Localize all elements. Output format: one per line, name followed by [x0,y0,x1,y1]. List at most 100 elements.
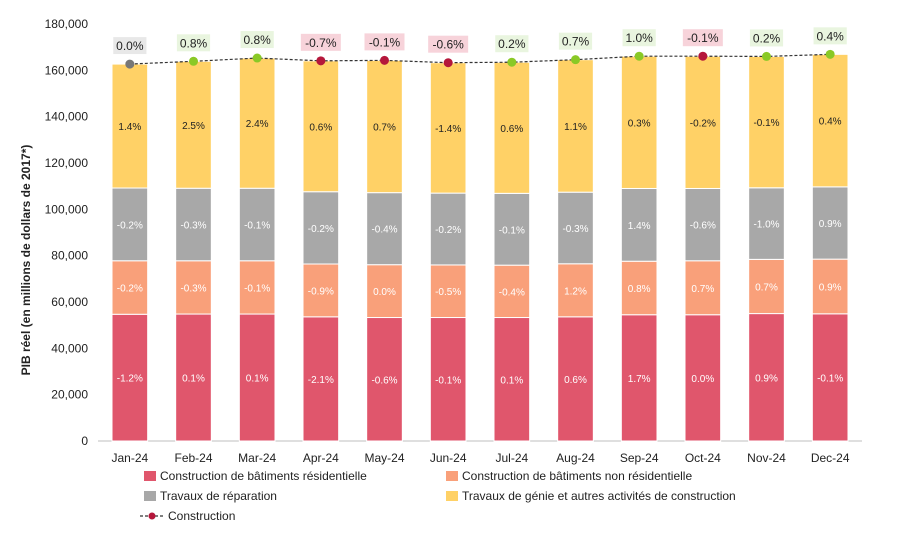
y-tick-label: 40,000 [51,341,88,355]
x-tick-label: Jun-24 [430,451,467,465]
bar-segment [684,55,722,189]
y-tick-label: 160,000 [45,63,89,77]
segment-value-label: 2.4% [246,119,269,130]
bar-segment [366,59,403,194]
segment-value-label: 0.7% [691,284,714,295]
bar-segment [748,258,785,315]
x-tick-label: Dec-24 [811,451,850,465]
bar-segment [111,260,149,315]
construction-label-bg [428,35,469,53]
segment-value-label: 0.6% [500,124,523,135]
segment-value-label: -0.6% [690,221,716,232]
bar-segment [429,264,467,319]
segment-value-label: -0.6% [371,375,397,386]
segment-value-label: 1.2% [564,286,587,297]
construction-change-label: 0.7% [562,35,590,49]
segment-value-label: 0.8% [628,284,651,295]
y-tick-label: 120,000 [45,156,89,170]
segment-value-label: 1.1% [564,122,587,133]
segment-value-label: -0.1% [753,118,779,129]
legend-line-marker [148,512,156,520]
segment-value-label: 0.6% [309,122,332,133]
segment-value-label: 2.5% [182,121,205,132]
segment-value-label: 0.9% [819,219,842,230]
y-axis: 0 20,000 40,000 60,000 80,000 100,000 120,000 1… [45,17,89,448]
construction-label-bg [558,32,593,50]
segment-value-label: -0.3% [180,221,206,232]
y-tick-label: 60,000 [51,295,88,309]
bar-segment [429,317,467,442]
construction-labels: 0.0% 0.8% 0.8% -0.7% -0.1% -0.6% 0.2% 0.7% 1.0% -… [113,27,847,55]
segment-value-label: 0.6% [564,375,587,386]
construction-label-bg [240,31,274,49]
segment-labels: -1.2% -0.2% -0.2% 1.4% 0.1% -0.3% -0.3% 2.5% 0.1… [117,117,844,387]
bar-segment [493,264,531,319]
legend-label: Construction de bâtiments non résidentie… [462,469,692,483]
bar-segment [684,187,722,262]
segment-value-label: 0.3% [628,118,651,129]
x-tick-label: Jul-24 [495,451,528,465]
construction-change-label: -0.7% [305,36,337,50]
x-tick-label: May-24 [364,451,404,465]
construction-point [125,59,135,69]
x-tick-label: Sep-24 [620,451,659,465]
x-axis-ticks: Jan-24 Feb-24 Mar-24 Apr-24 May-24 Jun-24 Jul-… [111,451,849,465]
bar-segment [493,192,531,266]
bar-segment [429,192,467,266]
segment-value-label: -0.2% [690,118,716,129]
bar-segment [366,192,403,266]
construction-label-bg [176,34,211,52]
legend-label: Travaux de réparation [160,489,277,503]
construction-point [507,57,517,67]
segment-value-label: -1.4% [435,124,461,135]
bar-segment [748,313,785,442]
bar-segment [748,187,785,260]
construction-change-label: 0.2% [498,37,526,51]
segment-value-label: 0.7% [755,282,778,293]
segment-value-label: -0.2% [117,284,143,295]
y-tick-label: 180,000 [45,17,89,31]
construction-label-bg [300,33,341,51]
y-tick-label: 140,000 [45,110,89,124]
bar-segment [302,263,340,318]
bar-segment [238,260,276,315]
construction-point [380,55,389,65]
bar-segment [238,57,276,189]
segment-value-label: -0.4% [371,225,397,236]
construction-point [189,56,198,66]
bar-segment [366,317,403,442]
bar-segment [557,316,594,442]
x-tick-label: Nov-24 [747,451,786,465]
construction-label-bg [113,37,147,55]
construction-point [443,58,453,68]
bar-segment [238,313,276,442]
y-tick-label: 20,000 [51,388,88,402]
segment-value-label: -1.2% [117,374,143,385]
bar-segment [175,187,212,262]
segment-value-label: -0.1% [244,221,270,232]
legend-swatch [144,491,156,501]
construction-line-path [129,53,831,65]
segment-value-label: -0.2% [435,225,461,236]
construction-change-label: 0.8% [180,36,208,50]
construction-point [762,51,771,61]
bars [111,53,849,442]
legend-label: Travaux de génie et autres activités de … [462,489,736,503]
construction-label-bg [622,29,656,47]
y-tick-label: 100,000 [45,202,89,216]
bar-segment [302,316,340,442]
x-tick-label: Feb-24 [174,451,212,465]
construction-line [125,49,835,69]
legend-swatch [446,471,458,481]
bar-segment [557,59,594,193]
y-tick-label: 0 [81,434,88,448]
bar-segment [175,60,212,189]
construction-label-bg [682,29,723,47]
bar-segment [366,264,403,319]
construction-change-label: -0.6% [432,38,464,52]
bar-segment [811,186,849,260]
segment-value-label: -0.1% [244,283,270,294]
segment-value-label: -0.3% [180,283,206,294]
bar-segment [302,191,340,265]
